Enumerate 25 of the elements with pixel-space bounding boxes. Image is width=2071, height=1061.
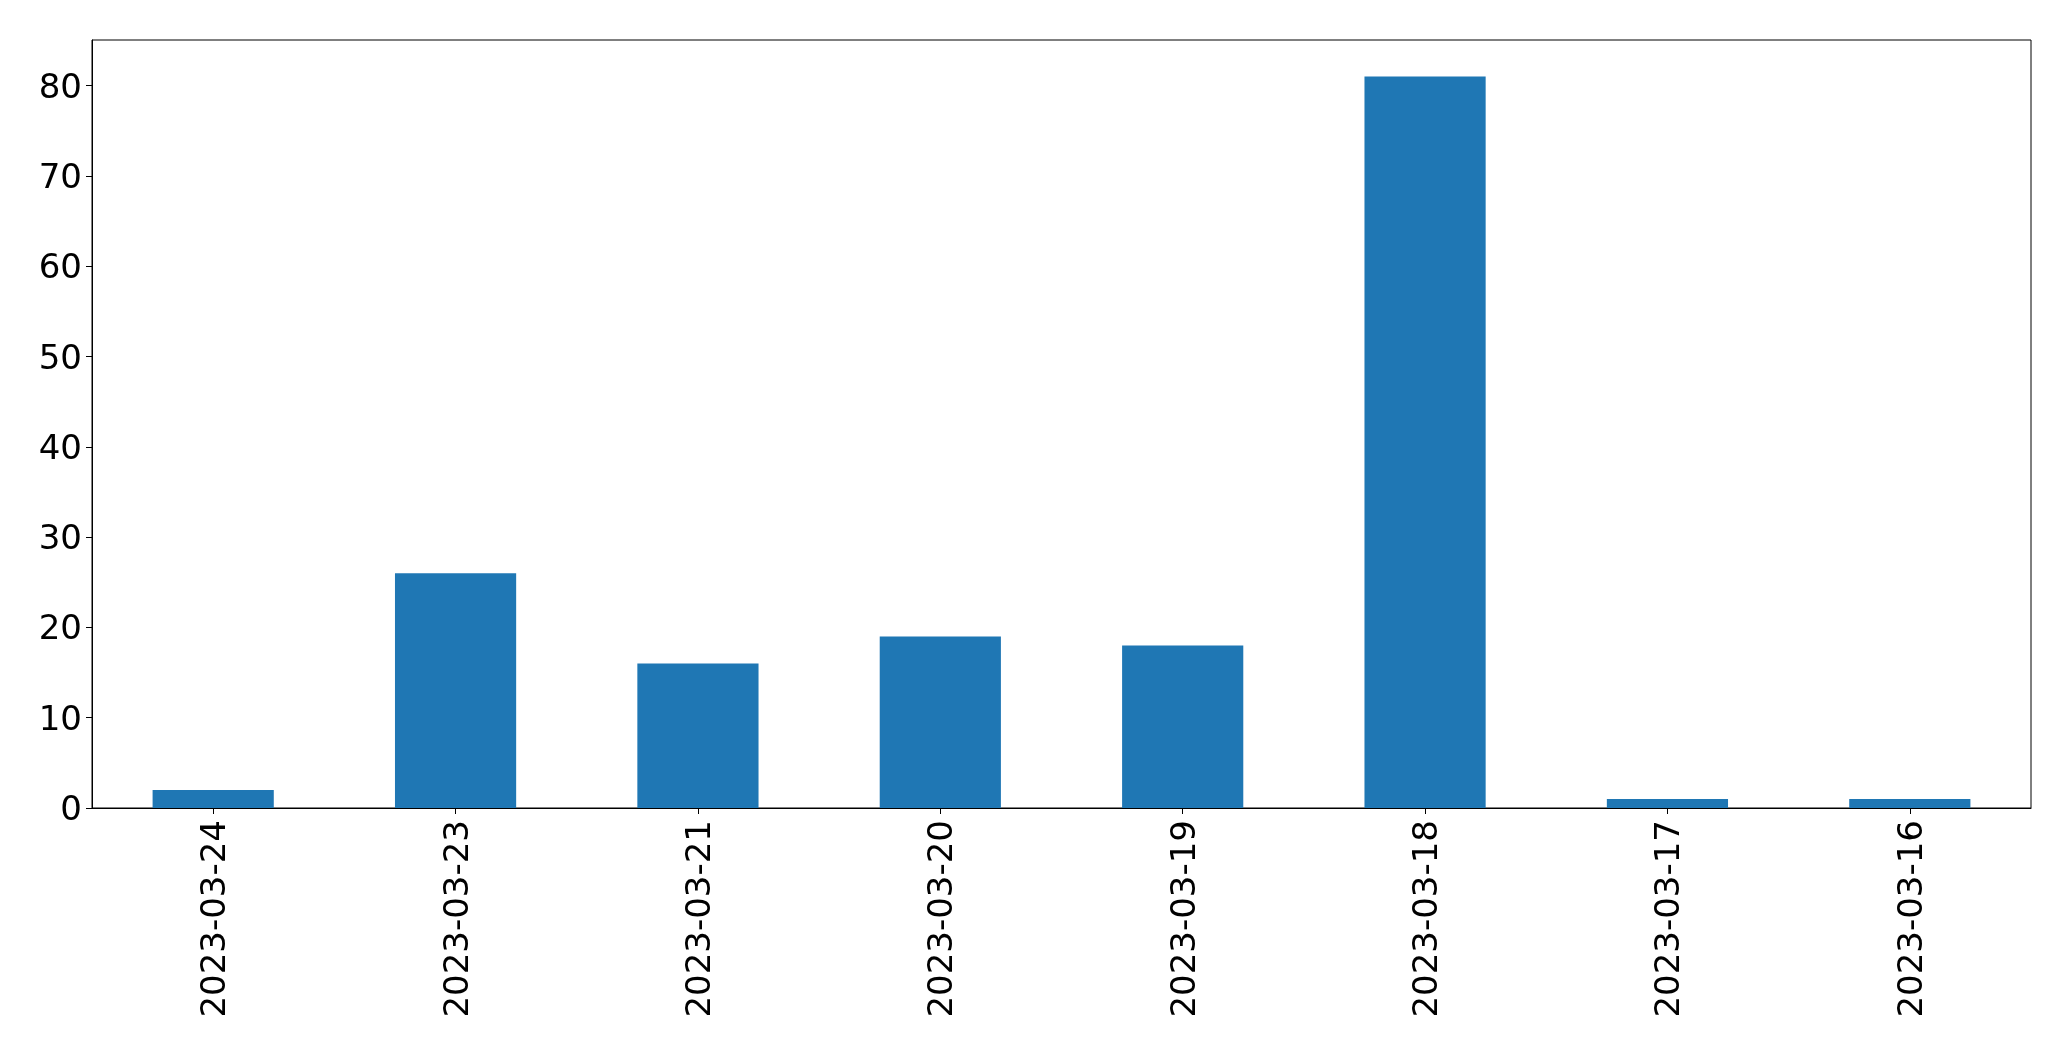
x-tick-label: 2023-03-18: [1405, 820, 1446, 1018]
bar: [637, 663, 759, 808]
y-tick-label: 0: [60, 788, 82, 828]
x-tick-label: 2023-03-21: [677, 820, 718, 1018]
bar: [152, 789, 274, 808]
bar: [394, 573, 517, 808]
bar: [1364, 76, 1486, 808]
y-tick-label: 20: [38, 607, 82, 648]
y-tick-label: 30: [38, 517, 82, 558]
y-tick-label: 60: [38, 246, 82, 287]
y-tick-label: 50: [38, 336, 82, 377]
bar: [1122, 645, 1244, 808]
bar: [1849, 798, 1971, 808]
y-tick-label: 70: [38, 155, 82, 196]
x-tick-label: 2023-03-19: [1162, 820, 1203, 1018]
y-tick-label: 80: [38, 65, 82, 106]
x-tick-label: 2023-03-16: [1889, 820, 1930, 1018]
y-tick-label: 40: [38, 426, 82, 467]
x-tick-label: 2023-03-20: [920, 820, 961, 1018]
x-tick-label: 2023-03-24: [193, 820, 234, 1018]
x-tick-label: 2023-03-23: [435, 820, 476, 1018]
y-tick-label: 10: [38, 697, 82, 738]
bar: [1606, 798, 1729, 808]
x-tick-label: 2023-03-17: [1647, 820, 1688, 1018]
bar: [879, 636, 1001, 808]
